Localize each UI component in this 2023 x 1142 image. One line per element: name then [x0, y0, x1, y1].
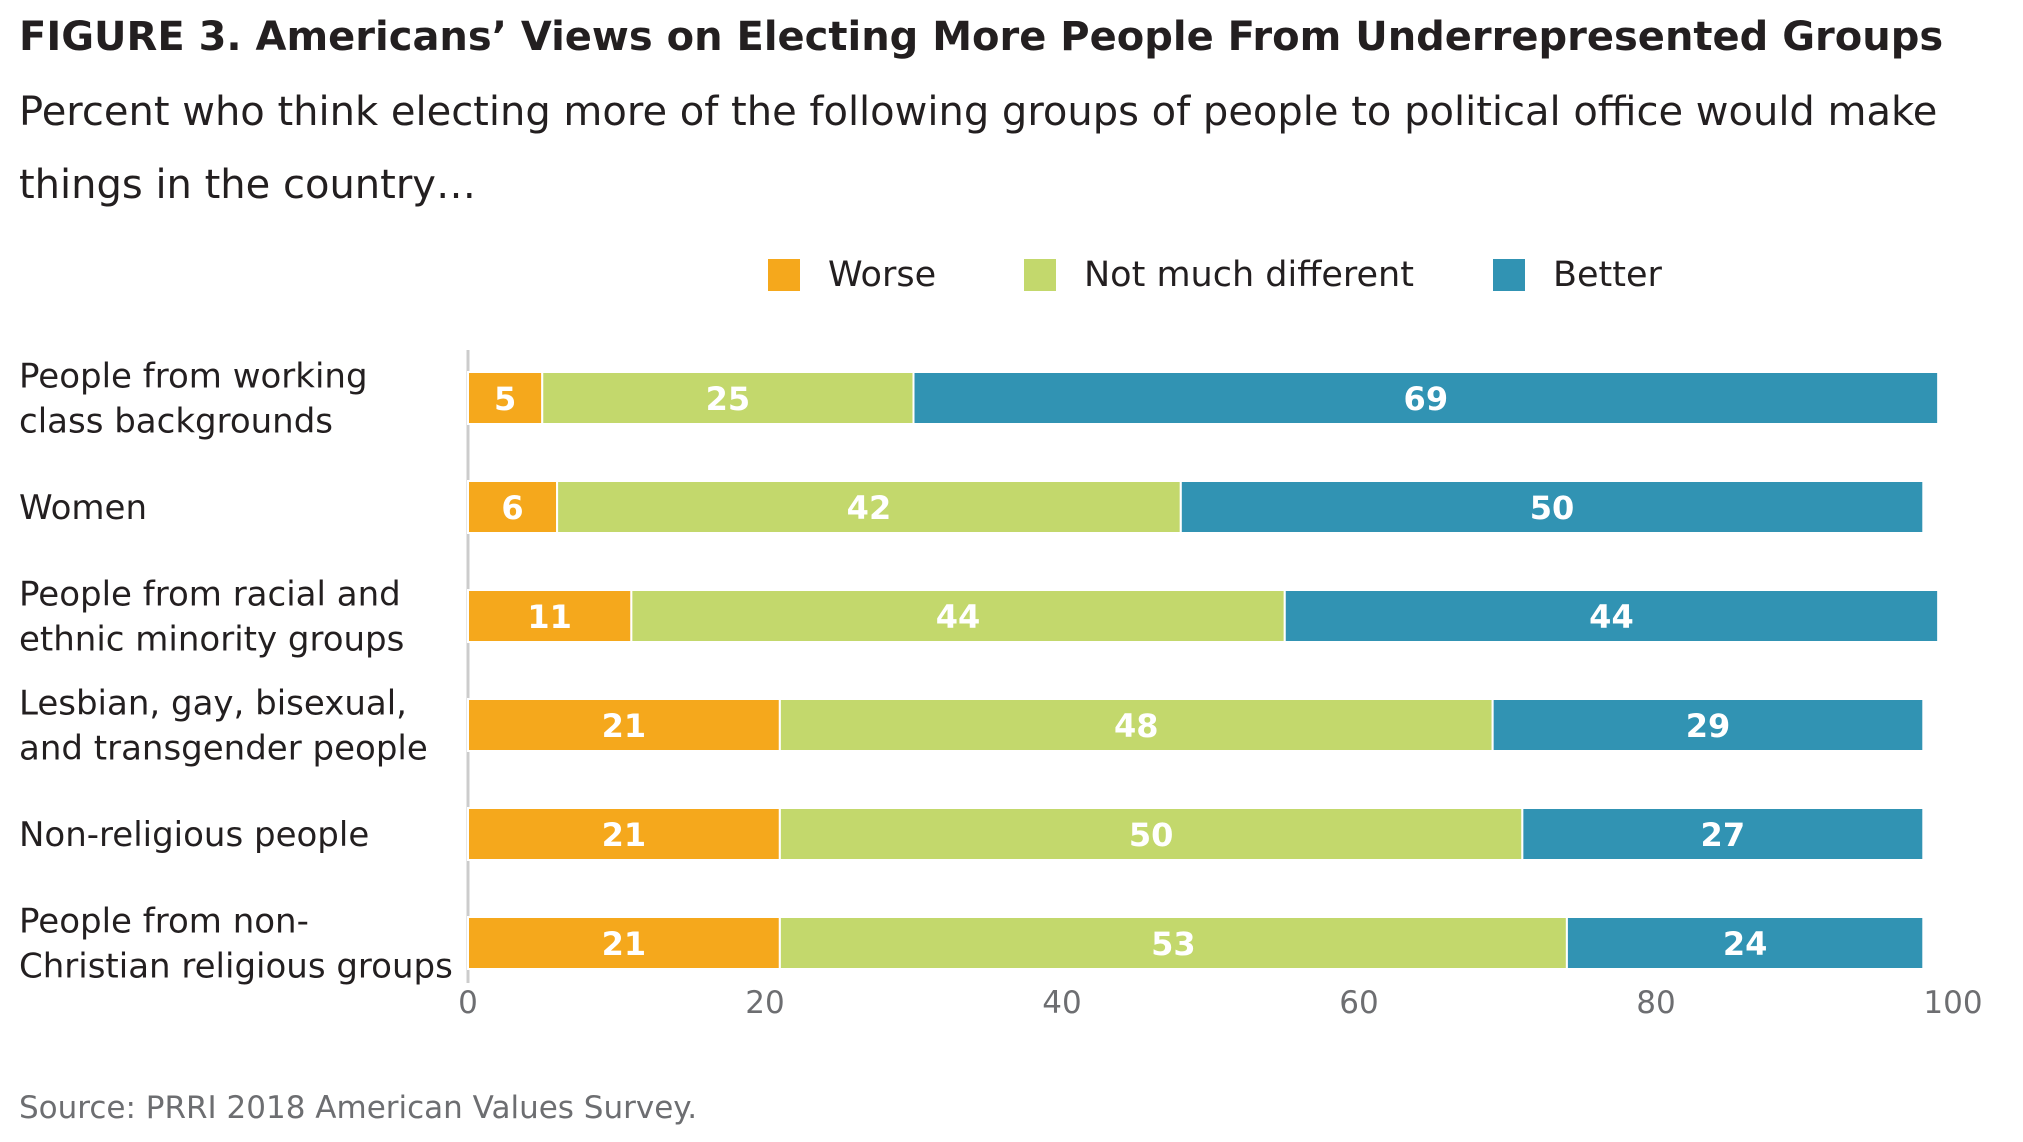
bar-better — [912, 371, 1940, 425]
legend-swatch-not-much-different — [1024, 259, 1056, 291]
category-label: Lesbian, gay, bisexual, and transgender p… — [19, 684, 428, 769]
bar-not-much-different — [778, 807, 1524, 861]
legend-label-not-much-different: Not much different — [1084, 255, 1414, 295]
category-label: Non-religious people — [19, 815, 369, 855]
data-label: 44 — [936, 598, 981, 636]
chart-title: FIGURE 3. Americans’ Views on Electing M… — [19, 14, 1944, 60]
bar-worse — [467, 698, 781, 752]
data-label: 21 — [602, 925, 647, 963]
data-label: 50 — [1530, 489, 1575, 527]
x-tick-label: 100 — [1923, 985, 1982, 1021]
stacked-bar-chart: People from working class backgrounds 5 25 6… — [19, 350, 1983, 1021]
bar-better — [1565, 916, 1925, 970]
data-label: 42 — [847, 489, 892, 527]
data-label: 24 — [1723, 925, 1768, 963]
x-tick-label: 40 — [1042, 985, 1081, 1021]
legend-item-not-much-different: Not much different — [1024, 250, 1414, 300]
legend-item-worse: Worse — [768, 250, 936, 300]
legend-swatch-worse — [768, 259, 800, 291]
data-label: 44 — [1589, 598, 1634, 636]
bar-not-much-different — [556, 480, 1182, 534]
legend-label-worse: Worse — [828, 255, 937, 295]
data-label: 6 — [501, 489, 523, 527]
data-label: 21 — [602, 816, 647, 854]
data-label: 29 — [1686, 707, 1731, 745]
legend: Worse Not much different Better — [0, 250, 2023, 300]
x-tick-label: 80 — [1636, 985, 1675, 1021]
category-label: People from racial and ethnic minority gr… — [19, 575, 404, 660]
bar-better — [1283, 589, 1940, 643]
x-tick-label: 20 — [745, 985, 784, 1021]
data-label: 11 — [527, 598, 572, 636]
data-label: 25 — [706, 380, 751, 418]
legend-item-better: Better — [1493, 250, 1662, 300]
bar-not-much-different — [541, 371, 915, 425]
bar-worse — [467, 371, 544, 425]
source-note: Source: PRRI 2018 American Values Survey… — [19, 1090, 698, 1126]
bar-not-much-different — [778, 916, 1568, 970]
data-label: 27 — [1701, 816, 1746, 854]
data-label: 53 — [1151, 925, 1196, 963]
bar-worse — [467, 480, 559, 534]
data-label: 5 — [494, 380, 516, 418]
bar-better — [1491, 698, 1925, 752]
category-label: Women — [19, 488, 147, 528]
legend-label-better: Better — [1553, 255, 1662, 295]
legend-swatch-better — [1493, 259, 1525, 291]
x-tick-label: 0 — [458, 985, 478, 1021]
bar-better — [1179, 480, 1925, 534]
bar-not-much-different — [778, 698, 1494, 752]
data-label: 21 — [602, 707, 647, 745]
bar-better — [1521, 807, 1925, 861]
data-label: 69 — [1404, 380, 1449, 418]
bar-worse — [467, 916, 781, 970]
bar-not-much-different — [630, 589, 1286, 643]
data-label: 48 — [1114, 707, 1159, 745]
chart-subtitle: Percent who think electing more of the f… — [19, 89, 1938, 208]
x-tick-label: 60 — [1339, 985, 1378, 1021]
data-label: 50 — [1129, 816, 1174, 854]
category-label: People from non-Christian religious grou… — [19, 902, 453, 987]
category-label: People from working class backgrounds — [19, 357, 368, 442]
